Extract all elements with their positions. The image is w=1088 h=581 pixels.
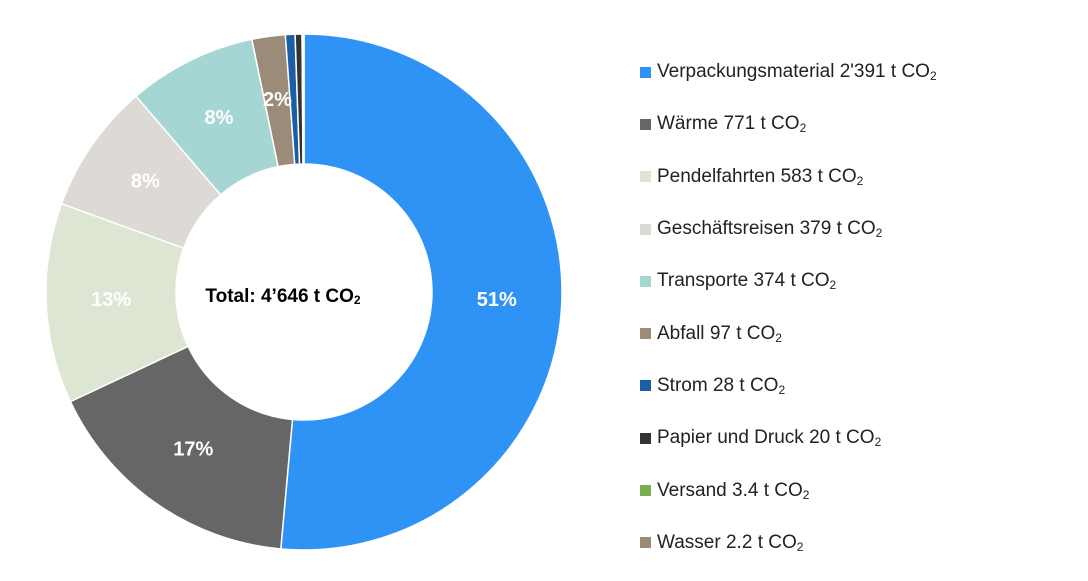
legend-swatch [640,118,651,130]
legend-item: Pendelfahrten 583 t CO2 [640,151,937,203]
legend-label: Strom 28 t CO2 [657,374,786,397]
slice-label-4: 8% [205,107,234,129]
legend-item: Wärme 771 t CO2 [640,98,937,150]
legend-swatch [640,537,651,549]
legend-item: Verpackungsmaterial 2'391 t CO2 [640,46,937,98]
legend-swatch [640,485,651,497]
legend-label: Abfall 97 t CO2 [657,322,782,345]
legend-label: Pendelfahrten 583 t CO2 [657,165,864,188]
legend-item: Papier und Druck 20 t CO2 [640,412,937,464]
legend-swatch [640,432,651,444]
center-total-label: Total: 4’646 t CO2 [205,286,361,307]
legend-swatch [640,328,651,340]
legend-swatch [640,171,651,183]
legend-label: Versand 3.4 t CO2 [657,479,810,502]
legend-label: Transporte 374 t CO2 [657,270,837,293]
slice-label-2: 13% [91,289,131,311]
legend-label: Wasser 2.2 t CO2 [657,531,804,554]
legend-item: Versand 3.4 t CO2 [640,464,937,516]
legend-swatch [640,380,651,392]
legend-swatch [640,223,651,235]
slice-wärme [69,345,294,550]
slice-verpackungsmaterial [279,33,563,551]
slice-pendelfahrten [45,202,190,403]
slice-label-3: 8% [131,170,160,192]
legend-swatch [640,66,651,78]
legend-swatch [640,275,651,287]
legend-label: Papier und Druck 20 t CO2 [657,427,882,450]
donut-chart: 51% 17% 13% 8% 8% 2% Total: 4’646 t CO2 [45,33,563,551]
legend-label: Geschäftsreisen 379 t CO2 [657,218,883,241]
legend-item: Wasser 2.2 t CO2 [640,517,937,569]
legend-item: Transporte 374 t CO2 [640,255,937,307]
legend-item: Abfall 97 t CO2 [640,307,937,359]
legend-label: Verpackungsmaterial 2'391 t CO2 [657,61,937,84]
slice-label-0: 51% [477,289,517,311]
legend-item: Strom 28 t CO2 [640,360,937,412]
slice-label-1: 17% [173,438,213,460]
slice-wasser [302,33,305,165]
legend-label: Wärme 771 t CO2 [657,113,807,136]
legend-item: Geschäftsreisen 379 t CO2 [640,203,937,255]
chart-legend: Verpackungsmaterial 2'391 t CO2 Wärme 771… [640,46,937,569]
slice-label-5: 2% [263,89,292,111]
